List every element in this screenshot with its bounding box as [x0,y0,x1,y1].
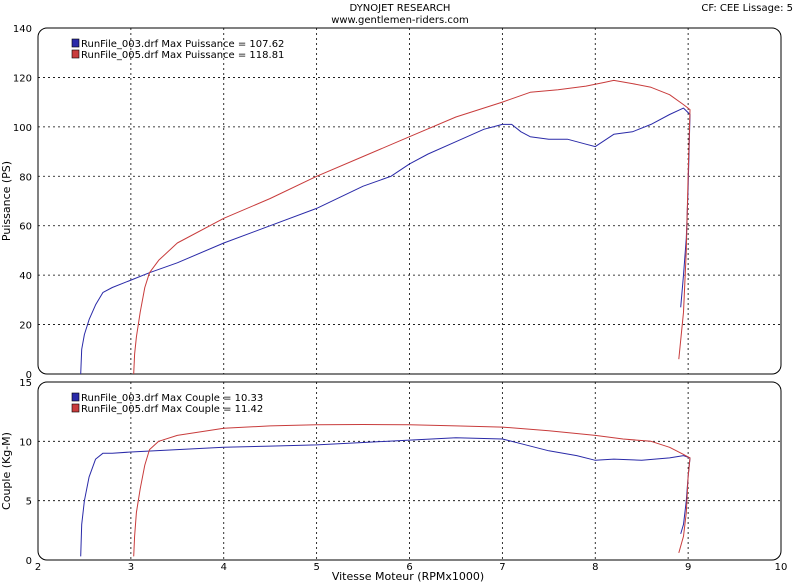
torque-legend: RunFile_003.drf Max Couple = 10.33RunFil… [71,392,263,415]
torque-y-tick-label: 10 [19,437,32,448]
run-003-power-line [80,107,691,375]
run-003-torque-legend-label: RunFile_003.drf Max Couple = 10.33 [81,393,263,404]
power-y-tick-label: 40 [19,271,32,282]
x-tick-label: 3 [128,562,134,573]
power-y-tick-label: 80 [19,172,32,183]
run-005-power-legend-label: RunFile_005.drf Max Puissance = 118.81 [81,50,284,61]
torque-grid [38,382,781,560]
run-003-power-legend-label: RunFile_003.drf Max Puissance = 107.62 [81,39,284,50]
power-y-tick-label: 100 [13,123,32,134]
x-tick-label: 5 [313,562,319,573]
power-grid [38,28,781,374]
power-y-tick-label: 60 [19,222,32,233]
torque-panel: 0 5 10 15 RunFile_003.drf Max Couple = 10.3… [0,378,782,567]
x-tick-label: 10 [775,562,788,573]
torque-y-axis-label: Couple (Kg-M) [0,432,13,510]
x-tick-label: 8 [592,562,598,573]
torque-series [80,424,691,557]
power-legend: RunFile_003.drf Max Puissance = 107.62Ru… [71,38,284,61]
run-005-power-line [133,79,691,375]
run-005-torque-legend-label: RunFile_005.drf Max Couple = 11.42 [81,404,263,415]
torque-y-ticks: 0 5 10 15 [19,378,32,567]
chart-title: DYNOJET RESEARCH [350,3,451,14]
x-axis-ticks: 2 3 4 5 6 7 8 9 10 [35,562,788,573]
torque-y-tick-label: 0 [26,556,32,567]
torque-y-tick-label: 5 [26,497,32,508]
x-tick-label: 9 [685,562,691,573]
x-axis-label: Vitesse Moteur (RPMx1000) [332,570,484,583]
power-y-tick-label: 20 [19,321,32,332]
power-panel: 0 20 40 60 80 100 120 140 RunFile_003.drf Max P… [0,24,782,381]
x-tick-label: 7 [499,562,505,573]
correction-info: CF: CEE Lissage: 5 [701,3,793,14]
power-y-axis-label: Puissance (PS) [0,161,13,241]
x-tick-label: 4 [221,562,227,573]
power-y-tick-label: 140 [13,24,32,35]
power-y-tick-label: 0 [26,370,32,381]
power-y-tick-label: 120 [13,73,32,84]
torque-y-tick-label: 15 [19,378,32,389]
power-series [80,79,691,375]
run-003-torque-legend-swatch [71,392,80,402]
run-003-power-legend-swatch [71,38,80,48]
run-005-torque-line [133,424,691,557]
x-tick-label: 6 [406,562,412,573]
run-005-torque-legend-swatch [71,403,80,413]
run-005-power-legend-swatch [71,49,80,59]
x-tick-label: 2 [35,562,41,573]
chart-subtitle: www.gentlemen-riders.com [331,15,469,26]
run-003-torque-line [80,437,691,557]
power-y-ticks: 0 20 40 60 80 100 120 140 [13,24,32,381]
